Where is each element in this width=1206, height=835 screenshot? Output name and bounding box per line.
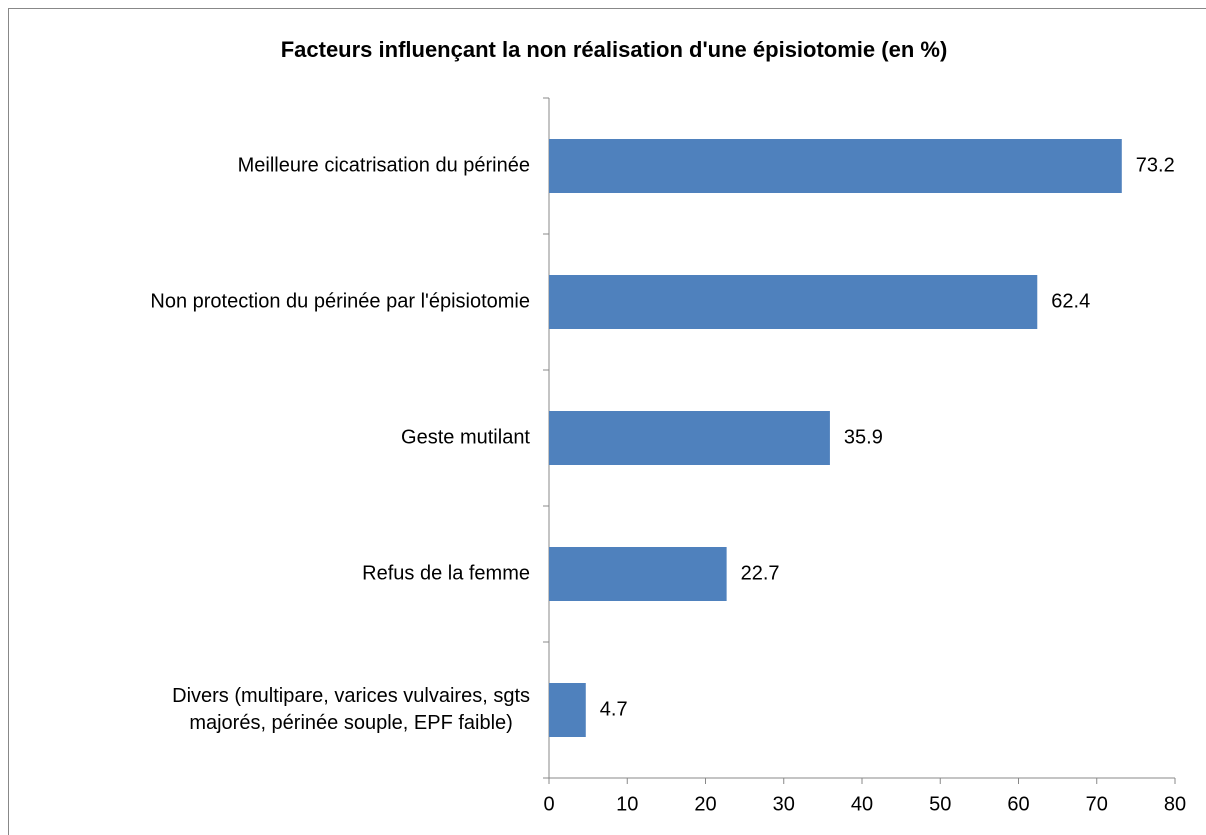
x-tick-label: 30	[773, 793, 795, 815]
bar	[549, 411, 830, 465]
category-text: Refus de la femme	[362, 562, 530, 585]
data-label: 73.2	[1136, 154, 1175, 176]
category-text: Non protection du périnée par l'épisioto…	[150, 290, 530, 313]
y-tick-label: Refus de la femme	[0, 561, 530, 588]
chart-border	[8, 8, 1206, 835]
bar	[549, 683, 586, 737]
x-tick-label: 50	[929, 793, 951, 815]
bar	[549, 275, 1038, 329]
x-tick-label: 70	[1086, 793, 1108, 815]
category-text: Meilleure cicatrisation du périnée	[237, 154, 530, 177]
x-tick-label: 40	[851, 793, 873, 815]
category-text: Geste mutilant	[401, 426, 530, 449]
y-tick-label: Non protection du périnée par l'épisioto…	[0, 289, 530, 316]
bar	[549, 139, 1122, 193]
data-label: 62.4	[1051, 290, 1090, 312]
data-label: 35.9	[844, 426, 883, 448]
bar	[549, 547, 727, 601]
y-tick-label: Meilleure cicatrisation du périnée	[0, 153, 530, 180]
x-tick-label: 0	[543, 793, 554, 815]
chart-title: Facteurs influençant la non réalisation …	[281, 37, 948, 62]
data-label: 4.7	[600, 698, 628, 720]
category-text: Divers (multipare, varices vulvaires, sg…	[172, 685, 530, 734]
x-tick-label: 60	[1007, 793, 1029, 815]
x-tick-label: 10	[616, 793, 638, 815]
data-label: 22.7	[741, 562, 780, 584]
x-tick-label: 20	[694, 793, 716, 815]
y-tick-label: Divers (multipare, varices vulvaires, sg…	[0, 683, 530, 737]
y-tick-label: Geste mutilant	[0, 425, 530, 452]
x-tick-label: 80	[1164, 793, 1186, 815]
